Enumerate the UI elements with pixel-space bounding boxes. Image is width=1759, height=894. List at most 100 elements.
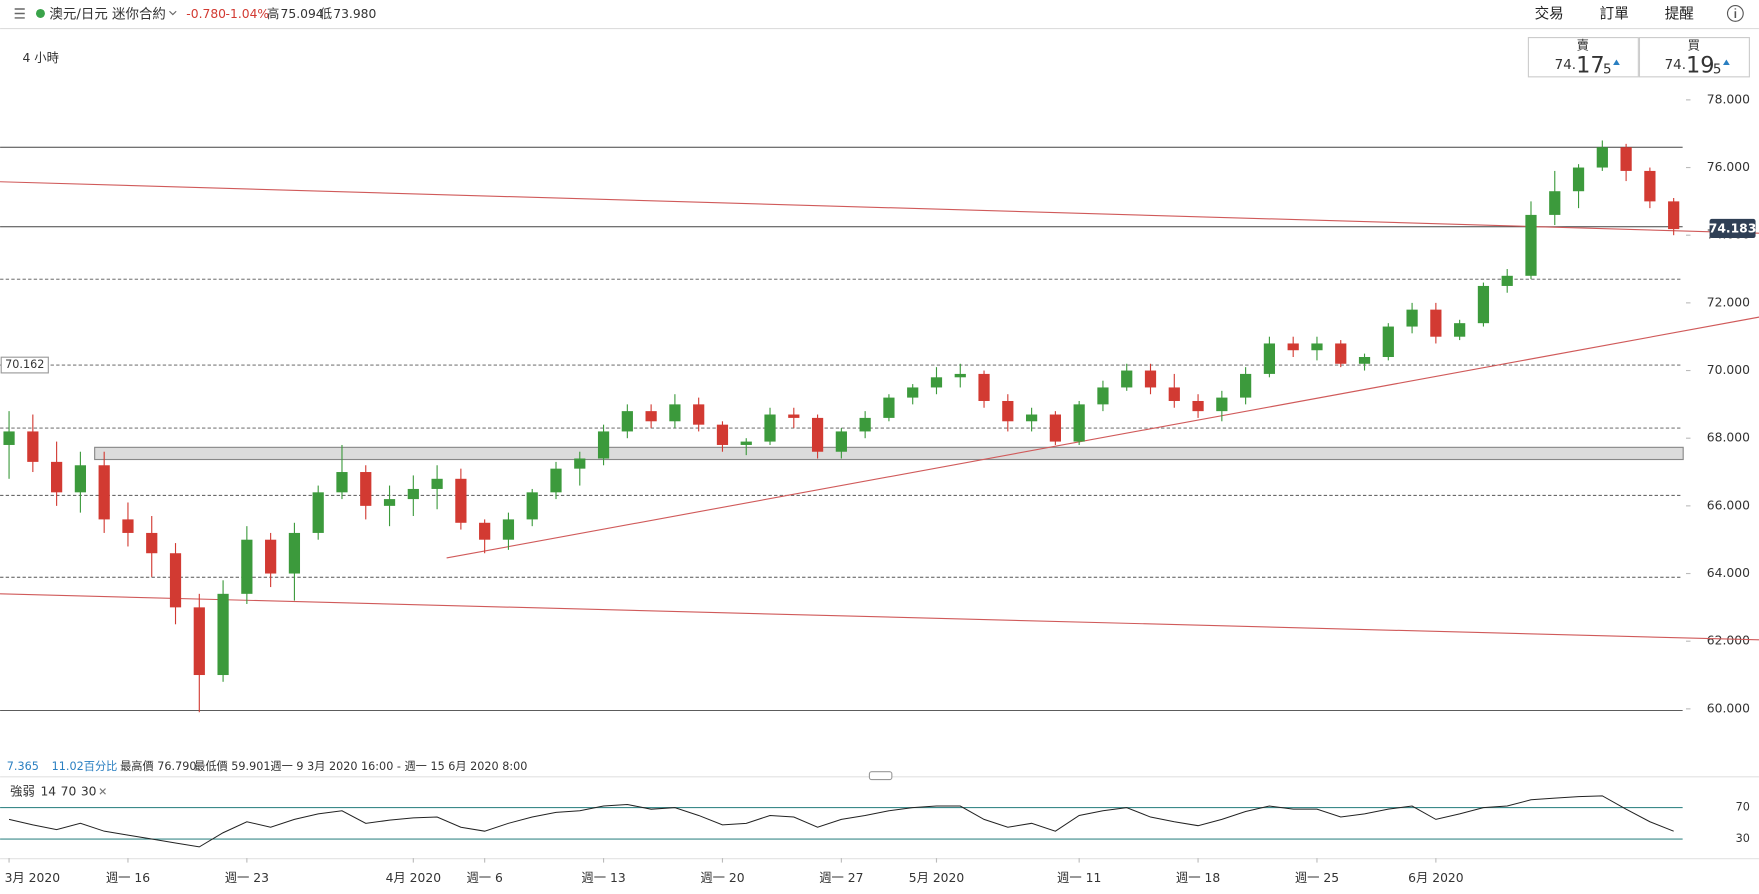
y-tick-label: 78.000	[1707, 92, 1750, 106]
candle-body	[1430, 309, 1442, 337]
buy-prefix: 74.	[1665, 58, 1686, 73]
low-label: 低	[320, 7, 332, 21]
buy-box-frame	[1638, 37, 1750, 78]
candle-body	[1596, 147, 1608, 168]
candle-body	[98, 465, 110, 520]
candle-body	[1406, 309, 1418, 327]
last-price-tag	[1709, 218, 1756, 238]
candle-body	[479, 522, 491, 540]
x-tick-label: 週一 6	[466, 871, 503, 885]
info-button[interactable]	[1726, 5, 1744, 22]
timeframe[interactable]: 4 小時	[23, 51, 59, 65]
x-tick-label: 4月 2020	[386, 871, 442, 885]
candle-body	[1477, 285, 1490, 324]
candle-body	[193, 607, 205, 676]
last-price-label: 74.183	[1709, 222, 1757, 236]
candle-body	[1049, 414, 1061, 442]
candle-body	[669, 404, 681, 422]
candle-body	[1263, 343, 1276, 374]
plot-area: 60.000 62.000 64.000 66.000 68.000 70.000 72.0…	[0, 92, 1759, 885]
candle-body	[1572, 167, 1585, 192]
x-tick-label: 週一 23	[225, 871, 269, 885]
candle-body	[455, 478, 467, 523]
trendline	[0, 181, 1759, 234]
candle-body	[51, 461, 63, 493]
candle-body	[859, 417, 871, 432]
candle-body	[930, 377, 943, 388]
candle-body	[1501, 275, 1513, 286]
menu-icon[interactable]	[14, 8, 25, 19]
low-value: 73.980	[333, 7, 376, 21]
candle-body	[146, 532, 158, 554]
instrument-name[interactable]: 澳元/日元 迷你合約	[49, 7, 165, 23]
candle-body	[1216, 397, 1228, 412]
buy-box[interactable]: 買 74. 19 5	[1638, 37, 1750, 79]
candle-body	[1335, 343, 1347, 364]
dropdown-chevron[interactable]	[169, 10, 177, 16]
candle-body	[312, 492, 324, 533]
menu-alerts[interactable]: 提醒	[1665, 6, 1695, 23]
candle-body	[1121, 370, 1133, 388]
info-value: 7.365	[7, 760, 39, 773]
y-tick-label: 62.000	[1707, 634, 1750, 648]
candle-body	[954, 373, 966, 378]
candle-body	[1525, 214, 1537, 276]
candle-body	[431, 478, 443, 489]
candle-body	[502, 519, 515, 540]
x-tick-label: 5月 2020	[909, 871, 965, 885]
trendline	[0, 593, 1759, 641]
buy-arrow	[1723, 59, 1730, 66]
buy-big: 19	[1686, 53, 1715, 79]
y-tick-label: 72.000	[1707, 295, 1750, 309]
level-label: 70.162	[5, 358, 44, 371]
candle-body	[740, 441, 752, 445]
buy-label: 買	[1688, 38, 1700, 52]
candle-body	[1073, 404, 1085, 442]
x-tick-label: 3月 2020	[5, 871, 61, 885]
sell-small: 5	[1603, 63, 1612, 78]
candle-body	[122, 519, 134, 533]
indicator-name: 強弱	[10, 784, 35, 798]
change: -0.780	[186, 7, 226, 21]
menu-trade[interactable]: 交易	[1535, 5, 1564, 23]
support-zone	[94, 446, 1684, 461]
candle-body	[764, 414, 776, 442]
candle-body	[336, 472, 348, 493]
sell-prefix: 74.	[1555, 58, 1576, 73]
indicator-close[interactable]	[99, 788, 106, 795]
menu-orders[interactable]: 訂單	[1600, 6, 1629, 23]
candle-body	[1025, 414, 1038, 422]
candle-body	[360, 472, 372, 506]
indicator-period: 14	[40, 784, 56, 798]
candle-body	[169, 553, 182, 608]
candle-body	[716, 424, 729, 445]
candle-body	[597, 431, 610, 459]
candle-body	[645, 411, 657, 422]
y-tick-label: 64.000	[1707, 566, 1750, 580]
trendline	[446, 316, 1759, 559]
candle-body	[1002, 400, 1014, 422]
candle-body	[217, 593, 229, 676]
candle-body	[27, 431, 39, 462]
candle-body	[621, 411, 633, 432]
high-value: 75.094	[281, 7, 324, 21]
x-tick-label: 週一 13	[581, 871, 625, 885]
x-tick-label: 週一 18	[1176, 871, 1220, 885]
candle-body	[1549, 191, 1561, 215]
sell-box[interactable]: 賣 74. 17 5	[1527, 37, 1639, 79]
candle-body	[1144, 370, 1157, 388]
sell-arrow	[1613, 59, 1620, 66]
indicator-lower: 30	[81, 784, 97, 798]
candle-body	[550, 468, 562, 493]
y-tick-label: 66.000	[1707, 498, 1750, 512]
indicator-upper: 70	[61, 784, 77, 798]
high-label: 高	[267, 6, 279, 21]
panel-resize-handle[interactable]	[868, 771, 893, 781]
candle-body	[835, 431, 847, 452]
candle-body	[693, 404, 705, 425]
candle-body	[883, 397, 895, 418]
info-circle	[1726, 5, 1744, 22]
candle-body	[574, 458, 586, 469]
x-tick-label: 週一 27	[819, 871, 863, 885]
